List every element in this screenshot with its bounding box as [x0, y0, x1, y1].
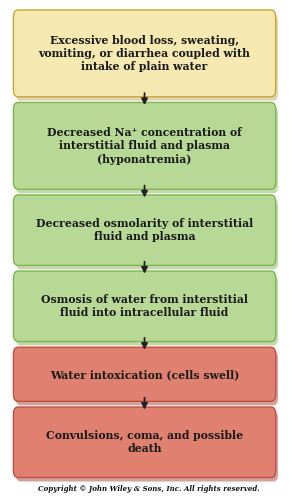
FancyBboxPatch shape — [16, 106, 278, 193]
FancyBboxPatch shape — [16, 199, 278, 270]
FancyBboxPatch shape — [13, 10, 276, 97]
Text: Decreased osmolarity of interstitial
fluid and plasma: Decreased osmolarity of interstitial flu… — [36, 218, 253, 242]
FancyBboxPatch shape — [13, 102, 276, 189]
Text: Osmosis of water from interstitial
fluid into intracellular fluid: Osmosis of water from interstitial fluid… — [41, 294, 248, 318]
Text: Excessive blood loss, sweating,
vomiting, or diarrhea coupled with
intake of pla: Excessive blood loss, sweating, vomiting… — [39, 34, 250, 72]
FancyBboxPatch shape — [16, 14, 278, 101]
FancyBboxPatch shape — [13, 407, 276, 478]
Text: Copyright © John Wiley & Sons, Inc. All rights reserved.: Copyright © John Wiley & Sons, Inc. All … — [38, 485, 260, 493]
FancyBboxPatch shape — [13, 195, 276, 266]
Text: Convulsions, coma, and possible
death: Convulsions, coma, and possible death — [46, 430, 243, 454]
Text: Water intoxication (cells swell): Water intoxication (cells swell) — [50, 369, 239, 380]
FancyBboxPatch shape — [13, 347, 276, 402]
FancyBboxPatch shape — [16, 275, 278, 345]
FancyBboxPatch shape — [16, 411, 278, 482]
FancyBboxPatch shape — [13, 271, 276, 342]
Text: Decreased Na⁺ concentration of
interstitial fluid and plasma
(hyponatremia): Decreased Na⁺ concentration of interstit… — [47, 127, 242, 164]
FancyBboxPatch shape — [16, 351, 278, 406]
